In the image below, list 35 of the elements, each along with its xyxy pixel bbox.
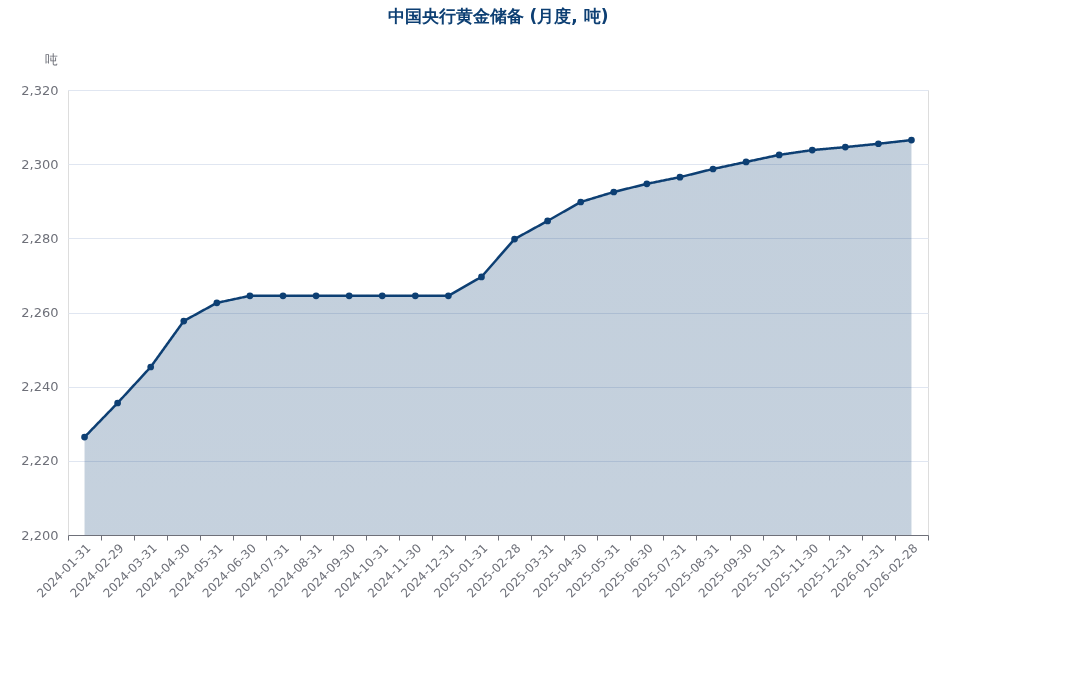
point	[742, 158, 750, 166]
point	[114, 399, 121, 407]
point	[577, 198, 585, 206]
y-tick-label: 2,320	[21, 82, 59, 98]
point	[246, 292, 254, 300]
point	[775, 151, 783, 159]
point	[709, 165, 717, 173]
point	[411, 292, 419, 300]
point	[841, 143, 849, 151]
y-tick-label: 2,240	[21, 379, 59, 395]
point	[610, 188, 618, 196]
point	[81, 433, 88, 441]
point	[544, 217, 551, 225]
point	[808, 146, 816, 154]
point	[875, 140, 882, 148]
point	[511, 235, 518, 243]
y-tick-label: 2,220	[21, 453, 59, 469]
point	[147, 363, 155, 371]
point	[180, 317, 188, 325]
chart-title: 中国央行黄金储备 (月度, 吨)	[387, 6, 609, 26]
point	[445, 292, 452, 300]
y-tick-label: 2,200	[21, 527, 59, 543]
y-tick-label: 2,300	[21, 156, 59, 172]
point	[279, 292, 287, 300]
point	[213, 299, 221, 307]
y-tick-label: 2,280	[21, 230, 59, 246]
point	[643, 180, 651, 188]
point	[908, 136, 915, 144]
point	[312, 292, 320, 300]
point	[345, 292, 353, 300]
point	[478, 273, 485, 281]
point	[676, 173, 684, 181]
y-tick-label: 2,260	[21, 305, 59, 320]
y-axis-title: 吨	[44, 52, 58, 67]
point	[378, 292, 386, 300]
